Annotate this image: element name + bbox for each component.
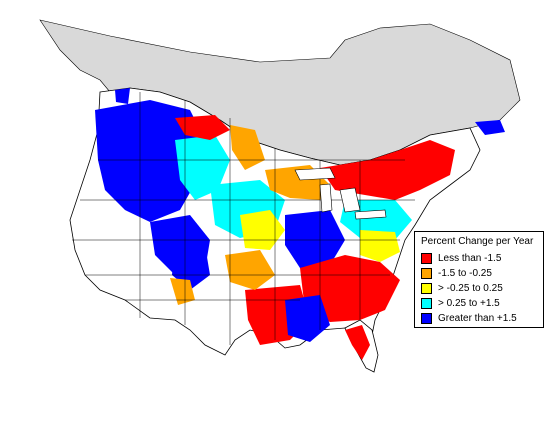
region-blue-east: [285, 210, 345, 268]
legend-item-label: Greater than +1.5: [438, 313, 517, 324]
region-blue-southwest: [172, 240, 210, 290]
region-blue-west: [95, 100, 205, 222]
legend-item-label: Less than -1.5: [438, 253, 502, 264]
legend-swatch: [421, 253, 432, 264]
region-orange-southwest: [170, 278, 195, 305]
region-blue-maritime: [475, 120, 505, 135]
legend-item-label: > -0.25 to 0.25: [438, 283, 503, 294]
legend-swatch: [421, 283, 432, 294]
legend-item-label: > 0.25 to +1.5: [438, 298, 500, 309]
region-orange-south: [225, 250, 275, 290]
region-red-east: [320, 140, 455, 200]
map-legend: Percent Change per Year Less than -1.5 -…: [414, 231, 544, 328]
region-orange-north: [230, 125, 265, 170]
region-red-southeast: [300, 255, 400, 322]
legend-item: -1.5 to -0.25: [421, 266, 537, 281]
legend-item: Greater than +1.5: [421, 311, 537, 326]
region-red-north: [175, 115, 230, 140]
legend-item-label: -1.5 to -0.25: [438, 268, 492, 279]
region-blue-north: [115, 88, 130, 104]
legend-swatch: [421, 268, 432, 279]
region-red-florida: [345, 325, 370, 360]
legend-title: Percent Change per Year: [421, 236, 534, 247]
region-cyan-west: [175, 135, 230, 200]
legend-item: > -0.25 to 0.25: [421, 281, 537, 296]
region-yellow-east: [360, 230, 400, 262]
legend-item: > 0.25 to +1.5: [421, 296, 537, 311]
legend-item: Less than -1.5: [421, 251, 537, 266]
great-lakes: [294, 167, 387, 220]
region-blue-south: [285, 295, 330, 342]
legend-swatch: [421, 298, 432, 309]
legend-swatch: [421, 313, 432, 324]
